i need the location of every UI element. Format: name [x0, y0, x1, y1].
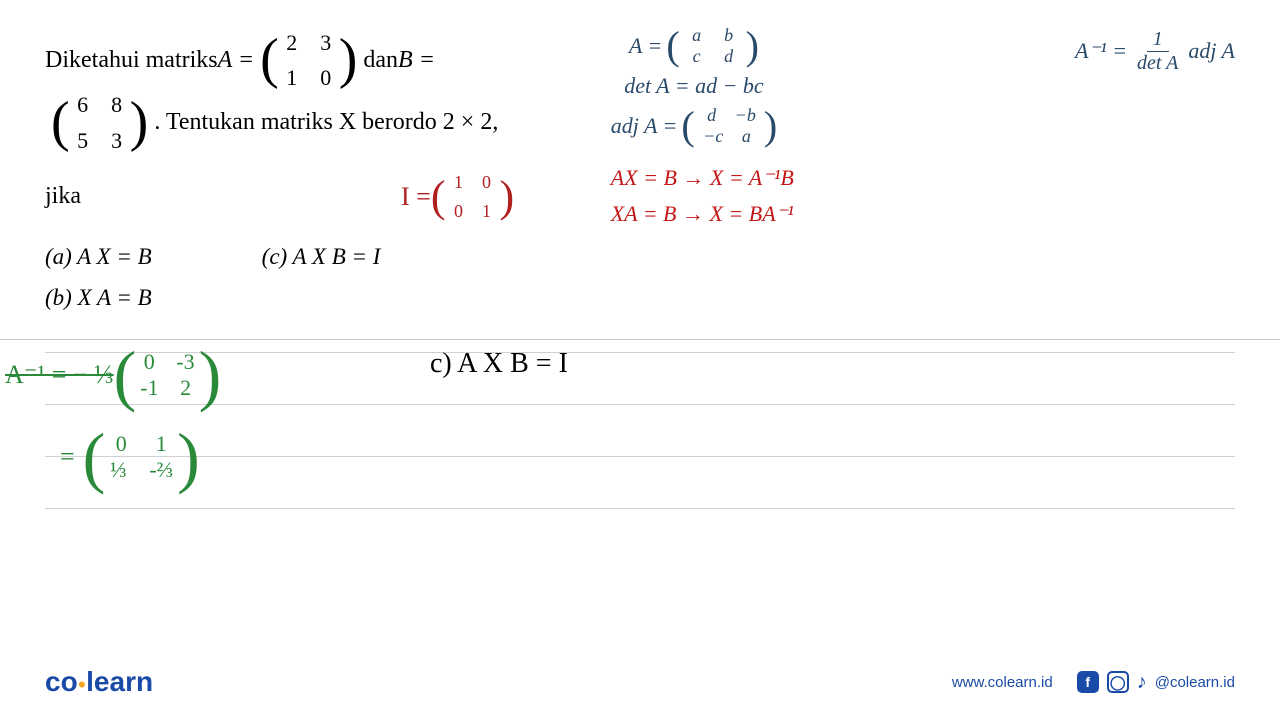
social-group: f ◯ ♪ @colearn.id [1077, 671, 1235, 693]
work-area: A⁻¹ = − ⅓ ( 0-3 -12 ) = ( 01 ⅓-⅔ ) c) A … [0, 340, 1280, 612]
dan-text: dan [363, 41, 398, 79]
identity-annotation: I = ( 10 01 ) [401, 168, 514, 226]
matrix-A: ( 23 10 ) [260, 25, 357, 95]
formula-Ainv-label: A⁻¹ = [1075, 38, 1127, 64]
option-a: (a) A X = B [45, 239, 152, 276]
instagram-icon: ◯ [1107, 671, 1129, 693]
facebook-icon: f [1077, 671, 1099, 693]
red-equations: AX = B → X = A⁻¹B XA = B → X = BA⁻¹ [611, 165, 1235, 227]
label-B: B = [398, 41, 435, 79]
footer-url: www.colearn.id [952, 674, 1053, 691]
hw-Ainv-line1: A⁻¹ = − ⅓ ( 0-3 -12 ) [5, 348, 221, 402]
footer: co●learn www.colearn.id f ◯ ♪ @colearn.i… [0, 666, 1280, 698]
option-b: (b) X A = B [45, 280, 152, 317]
options-list: (a) A X = B (b) X A = B (c) A X B = I [45, 239, 611, 321]
formula-adjA-label: adj A = [611, 113, 678, 139]
label-A: A = [218, 41, 254, 79]
tentukan-text: . Tentukan matriks X berordo 2 × 2, [154, 103, 498, 141]
formula-reference: A = ( ab cd ) det A = ad − bc adj A = ( [611, 25, 1235, 237]
problem-intro: Diketahui matriks [45, 41, 218, 79]
social-handle: @colearn.id [1155, 674, 1235, 691]
formula-detA: det A = ad − bc [624, 73, 763, 99]
jika-text: jika [45, 177, 81, 215]
red-eq-2: XA = B → X = BA⁻¹ [611, 201, 1235, 227]
matrix-B: ( 68 53 ) [51, 87, 148, 157]
red-eq-1: AX = B → X = A⁻¹B [611, 165, 1235, 191]
option-c: (c) A X B = I [262, 239, 381, 276]
tiktok-icon: ♪ [1137, 671, 1147, 693]
hw-Ainv-line2: = ( 01 ⅓-⅔ ) [60, 430, 200, 484]
formula-adj-tail: adj A [1188, 38, 1235, 64]
problem-statement: Diketahui matriks A = ( 23 10 ) dan B = … [45, 25, 611, 321]
hw-part-c: c) A X B = I [430, 348, 568, 380]
brand-logo: co●learn [45, 666, 153, 698]
formula-A-eq: A = [629, 33, 662, 59]
